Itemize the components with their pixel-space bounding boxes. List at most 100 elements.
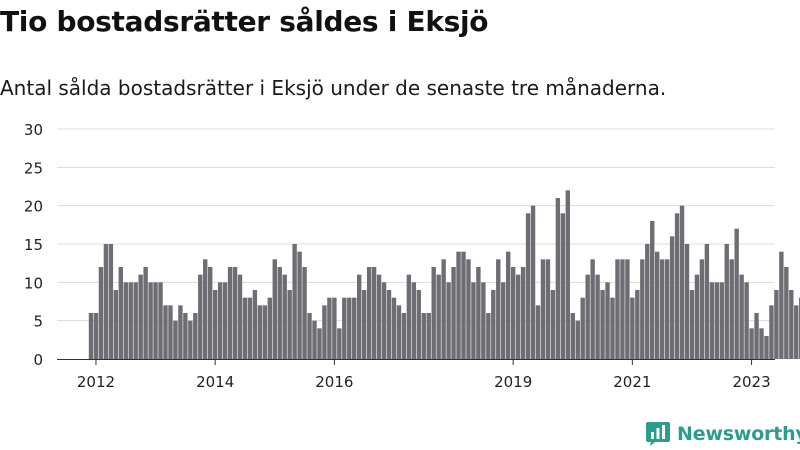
bar xyxy=(148,282,153,359)
bar xyxy=(789,290,794,359)
bar xyxy=(203,259,208,359)
bar xyxy=(247,297,253,359)
bar xyxy=(764,336,769,359)
bar xyxy=(416,290,421,359)
bar xyxy=(655,251,660,359)
bar xyxy=(143,267,148,359)
bar xyxy=(650,221,655,359)
bar xyxy=(659,259,665,359)
bar xyxy=(580,297,585,359)
bar xyxy=(744,282,749,359)
bar xyxy=(386,290,392,359)
bar xyxy=(679,205,685,359)
bar xyxy=(158,282,163,359)
bar xyxy=(376,274,382,359)
bar xyxy=(88,313,94,359)
bar xyxy=(709,282,715,359)
bar xyxy=(183,313,188,359)
bar xyxy=(520,267,526,359)
bar xyxy=(724,244,729,359)
bar xyxy=(769,305,774,359)
y-tick-label: 15 xyxy=(24,236,43,254)
bar xyxy=(381,282,387,359)
bar xyxy=(486,313,491,359)
bar xyxy=(540,259,546,359)
bar xyxy=(605,282,610,359)
bar xyxy=(242,297,248,359)
bar xyxy=(198,274,203,359)
bar xyxy=(689,290,695,359)
bar xyxy=(282,274,287,359)
bar xyxy=(496,259,501,359)
bar xyxy=(108,244,114,359)
bar xyxy=(257,305,263,359)
newsworthy-bar-chart-icon xyxy=(646,422,670,446)
bar xyxy=(357,274,362,359)
bar xyxy=(779,251,784,359)
bar xyxy=(133,282,138,359)
y-tick-label: 0 xyxy=(33,351,43,369)
bar xyxy=(600,290,605,359)
bar xyxy=(173,320,178,359)
bar xyxy=(446,282,451,359)
bar xyxy=(466,259,471,359)
x-tick-label: 2014 xyxy=(196,373,234,391)
bar xyxy=(575,320,580,359)
bar xyxy=(535,305,541,359)
bar xyxy=(615,259,620,359)
bar xyxy=(361,290,367,359)
bar xyxy=(560,213,566,359)
bar xyxy=(739,274,744,359)
bar xyxy=(749,328,754,359)
bar xyxy=(794,305,799,359)
bar xyxy=(411,282,417,359)
bar xyxy=(476,267,481,359)
chart-subtitle: Antal sålda bostadsrätter i Eksjö under … xyxy=(0,76,667,100)
bar xyxy=(163,305,168,359)
bar xyxy=(327,297,332,359)
bar xyxy=(674,213,680,359)
x-tick-label: 2021 xyxy=(613,373,651,391)
bar xyxy=(734,228,739,359)
bar xyxy=(630,297,635,359)
bar xyxy=(620,259,625,359)
x-tick-label: 2016 xyxy=(315,373,353,391)
bar xyxy=(232,267,238,359)
bar xyxy=(471,282,476,359)
bar xyxy=(208,267,213,359)
bar xyxy=(267,297,272,359)
bar xyxy=(640,259,645,359)
y-tick-label: 30 xyxy=(24,121,43,139)
y-tick-label: 20 xyxy=(24,198,43,216)
bar xyxy=(431,267,436,359)
bar xyxy=(461,251,466,359)
bar xyxy=(292,244,297,359)
bar xyxy=(307,313,312,359)
bar xyxy=(168,305,173,359)
bar xyxy=(491,290,496,359)
bar xyxy=(565,190,570,359)
bar xyxy=(699,259,705,359)
bar xyxy=(729,259,734,359)
bar xyxy=(501,282,506,359)
bar xyxy=(212,290,218,359)
chart-title: Tio bostadsrätter såldes i Eksjö xyxy=(0,5,489,38)
bar xyxy=(481,282,486,359)
bar xyxy=(217,282,223,359)
bar xyxy=(714,282,719,359)
bar xyxy=(332,297,337,359)
bar xyxy=(515,274,521,359)
bar xyxy=(401,313,407,359)
bar xyxy=(153,282,158,359)
bar xyxy=(545,259,551,359)
bar xyxy=(347,297,352,359)
bar xyxy=(342,297,347,359)
bar xyxy=(227,267,233,359)
bar xyxy=(719,282,724,359)
bar xyxy=(664,259,670,359)
bar xyxy=(93,313,99,359)
bar xyxy=(456,251,461,359)
bar xyxy=(530,205,536,359)
bar xyxy=(426,313,431,359)
bar xyxy=(391,297,397,359)
